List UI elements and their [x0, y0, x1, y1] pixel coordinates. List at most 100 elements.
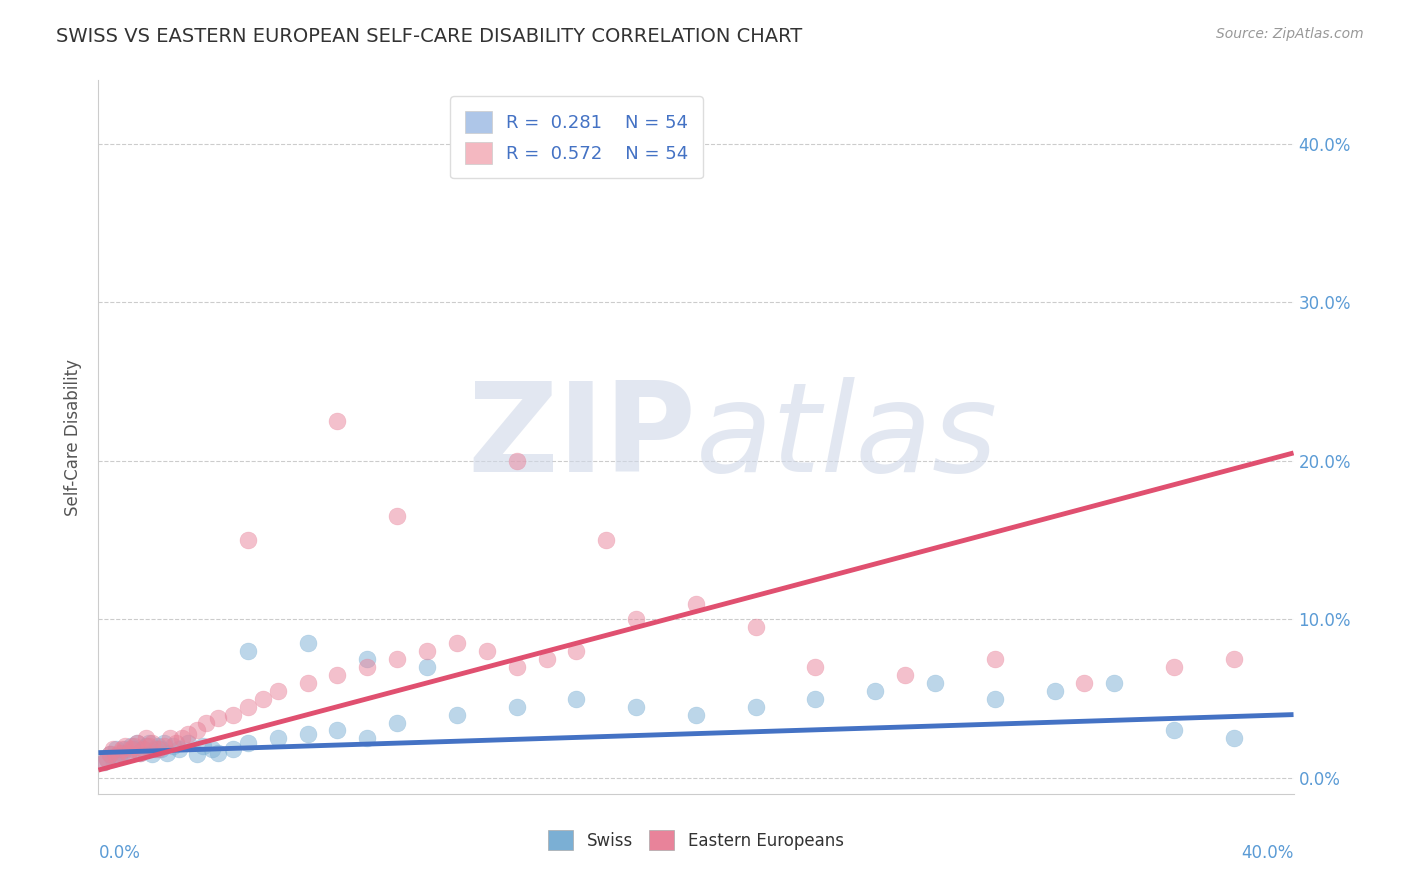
Point — [141, 747, 163, 762]
Point — [356, 660, 378, 674]
Text: SWISS VS EASTERN EUROPEAN SELF-CARE DISABILITY CORRELATION CHART: SWISS VS EASTERN EUROPEAN SELF-CARE DISA… — [56, 27, 803, 45]
Text: 40.0%: 40.0% — [1241, 844, 1294, 862]
Text: Source: ZipAtlas.com: Source: ZipAtlas.com — [1216, 27, 1364, 41]
Point — [111, 742, 134, 756]
Point — [236, 736, 259, 750]
Point — [201, 742, 224, 756]
Point — [108, 748, 131, 763]
Point — [222, 707, 245, 722]
Point — [148, 742, 170, 756]
Point — [1104, 676, 1126, 690]
Point — [195, 715, 218, 730]
Point — [135, 739, 157, 754]
Point — [148, 739, 170, 754]
Point — [865, 683, 887, 698]
Point — [894, 668, 917, 682]
Point — [124, 739, 146, 754]
Legend: Swiss, Eastern Europeans: Swiss, Eastern Europeans — [541, 823, 851, 857]
Point — [129, 746, 152, 760]
Y-axis label: Self-Care Disability: Self-Care Disability — [65, 359, 83, 516]
Point — [207, 746, 229, 760]
Point — [356, 652, 378, 666]
Point — [685, 597, 707, 611]
Point — [120, 742, 142, 756]
Point — [143, 742, 166, 756]
Point — [172, 731, 194, 746]
Point — [207, 711, 229, 725]
Point — [120, 739, 142, 754]
Point — [236, 644, 259, 658]
Point — [103, 742, 125, 756]
Point — [1163, 660, 1185, 674]
Point — [745, 699, 768, 714]
Point — [138, 739, 160, 754]
Point — [804, 660, 827, 674]
Point — [124, 742, 146, 756]
Point — [93, 755, 115, 769]
Point — [626, 612, 648, 626]
Point — [267, 731, 290, 746]
Text: 0.0%: 0.0% — [98, 844, 141, 862]
Point — [96, 752, 118, 766]
Point — [150, 742, 173, 756]
Point — [191, 739, 214, 754]
Point — [117, 747, 139, 762]
Point — [416, 644, 439, 658]
Point — [924, 676, 946, 690]
Point — [385, 652, 409, 666]
Point — [804, 691, 827, 706]
Point — [297, 636, 319, 650]
Point — [98, 747, 122, 762]
Point — [326, 723, 349, 738]
Point — [1163, 723, 1185, 738]
Point — [565, 644, 588, 658]
Point — [1073, 676, 1095, 690]
Point — [475, 644, 498, 658]
Point — [114, 742, 136, 756]
Point — [222, 742, 245, 756]
Point — [98, 747, 122, 762]
Point — [111, 746, 134, 760]
Point — [177, 736, 200, 750]
Point — [132, 742, 155, 756]
Point — [135, 731, 157, 746]
Point — [1043, 683, 1066, 698]
Point — [267, 683, 290, 698]
Point — [127, 736, 149, 750]
Point — [236, 533, 259, 548]
Point — [446, 636, 468, 650]
Point — [114, 739, 136, 754]
Point — [385, 509, 409, 524]
Point — [326, 414, 349, 428]
Text: atlas: atlas — [696, 376, 998, 498]
Point — [506, 699, 529, 714]
Point — [626, 699, 648, 714]
Point — [186, 723, 208, 738]
Point — [685, 707, 707, 722]
Point — [1223, 731, 1246, 746]
Point — [132, 742, 155, 756]
Point — [385, 715, 409, 730]
Point — [446, 707, 468, 722]
Point — [984, 691, 1007, 706]
Point — [252, 691, 274, 706]
Point — [162, 739, 184, 754]
Point — [536, 652, 558, 666]
Point — [297, 726, 319, 740]
Point — [103, 752, 125, 766]
Point — [565, 691, 588, 706]
Point — [141, 736, 163, 750]
Point — [165, 736, 187, 750]
Text: ZIP: ZIP — [467, 376, 696, 498]
Point — [117, 746, 139, 760]
Point — [96, 752, 118, 766]
Point — [138, 736, 160, 750]
Point — [186, 747, 208, 762]
Point — [506, 454, 529, 468]
Point — [167, 742, 190, 756]
Point — [506, 660, 529, 674]
Point — [297, 676, 319, 690]
Point — [105, 748, 128, 763]
Point — [416, 660, 439, 674]
Point — [105, 742, 128, 756]
